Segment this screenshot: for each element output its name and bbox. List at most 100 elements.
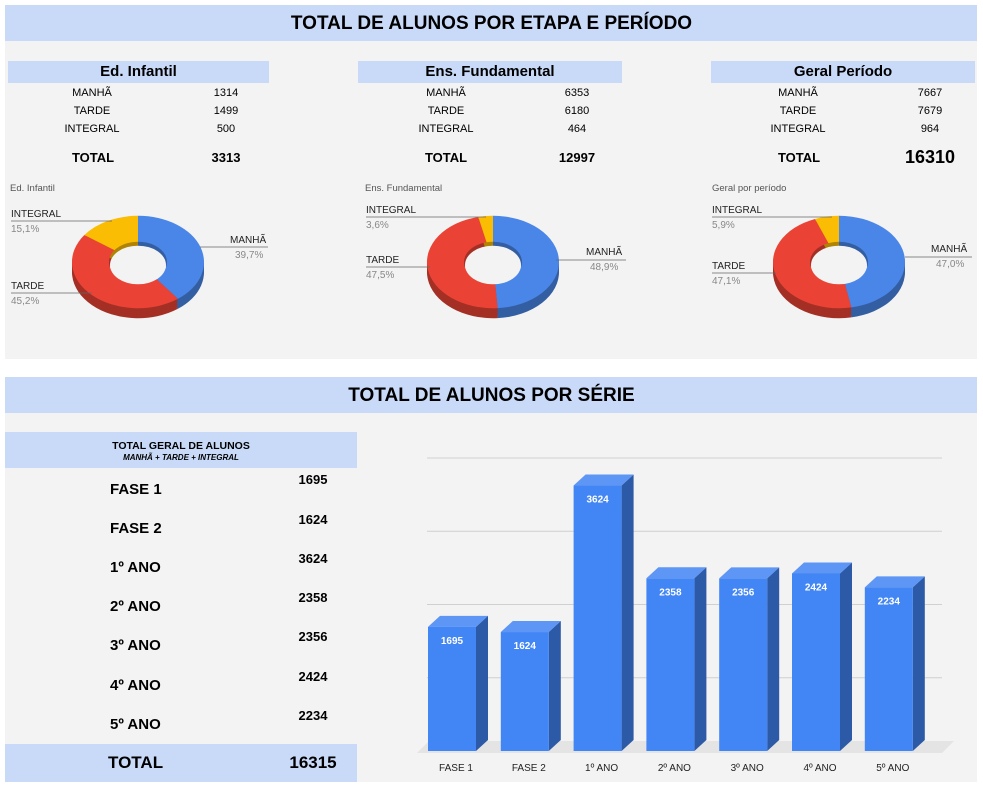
bar [864,587,913,751]
series-table-subtitle: MANHÃ + TARDE + INTEGRAL [123,453,239,462]
series-total-row [5,744,357,782]
row-label: MANHÃ [426,87,466,99]
pie-label-manha: MANHÃ [230,235,267,246]
pie-pct-tarde: 45,2% [11,296,40,307]
bar-value-label: 2424 [805,582,828,593]
series-row-value: 2234 [298,708,328,723]
pie-label-tarde: TARDE [712,261,746,272]
series-row-value: 2358 [298,590,328,605]
total-value: 3313 [211,150,241,165]
bar-value-label: 3624 [586,495,609,506]
table-header: Ens. Fundamental [358,61,622,83]
total-label: TOTAL [424,150,468,165]
bar [719,578,768,751]
donut-slice-manha [138,215,204,299]
donut-slice-integral [815,215,839,244]
series-row-label: FASE 1 [110,481,162,498]
pie-title: Ens. Fundamental [365,183,443,194]
donut-slice-tarde [71,235,178,309]
bar [792,573,840,751]
row-value: 1499 [213,105,239,117]
total-label: TOTAL [71,150,115,165]
bar [646,578,695,751]
row-value: 7679 [917,105,943,117]
pie-pct-manha: 47,0% [936,259,965,270]
bar-side [476,615,488,751]
bar [428,626,476,751]
row-value: 500 [216,123,236,135]
bar-top [573,474,634,486]
pie-label-manha: MANHÃ [586,247,623,258]
row-label: INTEGRAL [770,123,826,135]
row-label: TARDE [73,105,111,117]
row-value: 1314 [213,87,239,99]
pie-pct-tarde: 47,5% [366,270,395,281]
row-label: INTEGRAL [418,123,474,135]
series-row-label: FASE 2 [110,520,162,537]
series-table-title: TOTAL GERAL DE ALUNOS [112,440,250,452]
x-tick-label: 5º ANO [876,763,909,774]
row-value: 7667 [917,87,943,99]
pie-pct-tarde: 47,1% [712,276,741,287]
section-etapa-header [5,5,977,41]
series-row-value: 1624 [298,512,328,527]
bar-side [767,567,780,751]
bar-side [621,474,634,751]
section-serie-header [5,377,977,413]
x-tick-label: 2º ANO [658,763,691,774]
bar-value-label: 1695 [441,636,464,647]
table-header: Geral Período [711,61,975,83]
bar-top [792,562,852,574]
row-value: 6180 [564,105,590,117]
bar-top [500,621,561,633]
series-row-value: 1695 [298,472,328,487]
series-total-value: 16315 [289,753,337,772]
row-value: 6353 [564,87,590,99]
pie-pct-manha: 48,9% [590,262,619,273]
row-value: 464 [567,123,587,135]
x-tick-label: 4º ANO [803,763,836,774]
row-label: INTEGRAL [64,123,120,135]
x-tick-label: FASE 1 [439,763,473,774]
donut-charts [11,215,972,319]
x-tick-label: 1º ANO [585,763,618,774]
section-etapa-title: TOTAL DE ALUNOS POR ETAPA E PERÍODO [290,13,693,34]
donut-hole [110,245,166,285]
donut-hole [465,245,521,285]
x-tick-label: FASE 2 [512,763,546,774]
bar-value-label: 2356 [732,587,755,598]
series-row-value: 2356 [298,629,328,644]
series-table-header [5,432,357,468]
pie-label-tarde: TARDE [366,255,400,266]
donut-slice-tarde [773,218,852,309]
donut-slice-manha [839,215,905,308]
bar-value-label: 1624 [514,641,537,652]
total-value: 16310 [904,147,956,167]
series-row-label: 1º ANO [110,559,161,576]
series-row-value: 3624 [298,551,328,566]
table-header: Ed. Infantil [8,61,269,83]
pie-label-integral: INTEGRAL [11,209,62,220]
total-value: 12997 [558,150,596,165]
pie-pct-manha: 39,7% [235,250,264,261]
section-serie-title: TOTAL DE ALUNOS POR SÉRIE [348,385,635,406]
bar-side [548,621,561,751]
total-label: TOTAL [777,150,821,165]
bar-top [864,576,925,588]
row-label: TARDE [427,105,465,117]
bar-top [646,567,707,579]
series-row-label: 2º ANO [110,598,161,615]
bar [573,485,622,751]
bar [500,632,549,751]
pie-pct-integral: 3,6% [366,220,389,231]
donut-slice-manha [493,215,559,309]
pie-title: Ed. Infantil [10,183,55,194]
bar-value-label: 2358 [659,587,682,598]
series-total-label: TOTAL [108,753,164,772]
pie-pct-integral: 15,1% [11,224,40,235]
row-label: MANHÃ [778,87,818,99]
series-row-label: 5º ANO [110,716,161,733]
donut-hole [811,245,867,285]
pie-label-tarde: TARDE [11,281,45,292]
